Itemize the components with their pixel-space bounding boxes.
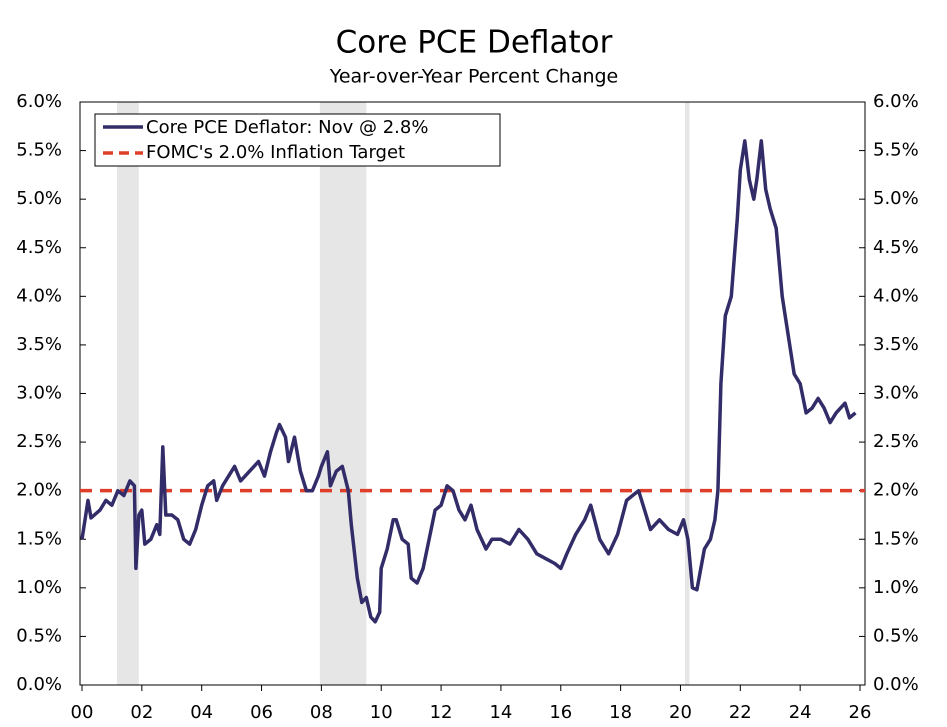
x-tick-label: 14 xyxy=(489,702,512,723)
y2-tick-label: 1.5% xyxy=(873,528,919,549)
x-tick-label: 18 xyxy=(609,702,632,723)
x-tick-label: 20 xyxy=(669,702,692,723)
y-tick-label: 5.5% xyxy=(16,140,62,161)
y-tick-label: 2.0% xyxy=(16,480,62,501)
y2-tick-label: 6.0% xyxy=(873,91,919,112)
y-tick-label: 4.0% xyxy=(16,285,62,306)
y2-tick-label: 4.5% xyxy=(873,237,919,258)
y2-tick-label: 3.5% xyxy=(873,334,919,355)
y2-tick-label: 3.0% xyxy=(873,383,919,404)
x-tick-label: 10 xyxy=(370,702,393,723)
x-tick-label: 04 xyxy=(190,702,213,723)
y-tick-label: 0.0% xyxy=(16,674,62,695)
chart-subtitle: Year-over-Year Percent Change xyxy=(329,66,619,88)
y-tick-label: 0.5% xyxy=(16,625,62,646)
y-tick-label: 1.5% xyxy=(16,528,62,549)
y2-tick-label: 4.0% xyxy=(873,285,919,306)
legend-label: Core PCE Deflator: Nov @ 2.8% xyxy=(146,117,428,138)
y-tick-label: 2.5% xyxy=(16,431,62,452)
chart-title: Core PCE Deflator xyxy=(336,25,613,61)
y-tick-label: 4.5% xyxy=(16,237,62,258)
x-tick-label: 02 xyxy=(130,702,153,723)
x-tick-label: 22 xyxy=(729,702,752,723)
recession-band xyxy=(684,102,690,685)
x-tick-label: 26 xyxy=(849,702,872,723)
series-line xyxy=(80,139,857,624)
y-tick-label: 3.5% xyxy=(16,334,62,355)
x-tick-label: 16 xyxy=(549,702,572,723)
y2-tick-label: 1.0% xyxy=(873,577,919,598)
y-tick-label: 1.0% xyxy=(16,577,62,598)
x-tick-label: 08 xyxy=(310,702,333,723)
y2-tick-label: 0.0% xyxy=(873,674,919,695)
y-tick-label: 5.0% xyxy=(16,188,62,209)
y2-tick-label: 5.5% xyxy=(873,140,919,161)
y2-tick-label: 2.0% xyxy=(873,480,919,501)
y-tick-label: 6.0% xyxy=(16,91,62,112)
legend-label: FOMC's 2.0% Inflation Target xyxy=(146,142,405,163)
x-tick-label: 12 xyxy=(430,702,453,723)
y2-tick-label: 0.5% xyxy=(873,625,919,646)
x-tick-label: 06 xyxy=(250,702,273,723)
y-tick-label: 3.0% xyxy=(16,383,62,404)
legend-box xyxy=(94,113,501,167)
x-tick-label: 00 xyxy=(71,702,94,723)
recession-band xyxy=(117,102,139,685)
x-tick-label: 24 xyxy=(789,702,812,723)
plot-frame xyxy=(79,101,866,686)
y2-tick-label: 5.0% xyxy=(873,188,919,209)
y2-tick-label: 2.5% xyxy=(873,431,919,452)
